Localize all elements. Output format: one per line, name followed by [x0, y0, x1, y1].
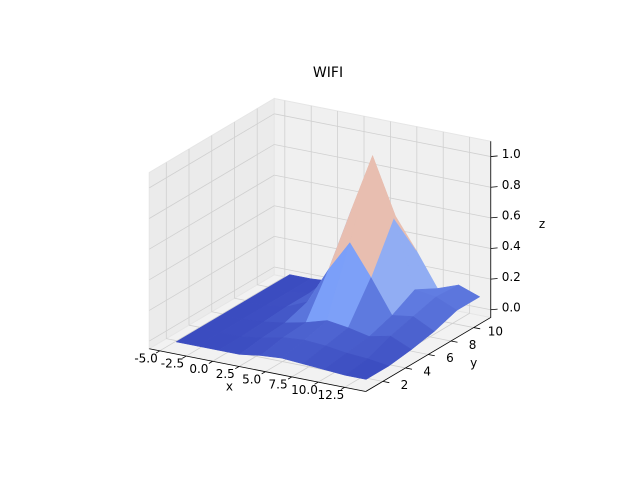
x-tick-label: 2.5	[216, 367, 235, 381]
axis-label: z	[539, 217, 545, 231]
x-tick-label: 0.0	[189, 362, 208, 376]
tick-mark	[208, 360, 213, 364]
x-tick-label: -2.5	[161, 357, 184, 371]
y-tick-label: 8	[469, 338, 477, 352]
x-tick-label: -5.0	[134, 351, 157, 365]
tick-mark	[314, 381, 319, 385]
tick-mark	[340, 386, 345, 390]
y-tick-label: 10	[488, 324, 503, 338]
y-tick-label: 2	[401, 378, 409, 392]
tick-mark	[428, 354, 435, 357]
tick-mark	[490, 247, 498, 249]
z-tick-label: 0.8	[502, 178, 521, 192]
tick-mark	[490, 216, 498, 219]
tick-mark	[450, 340, 458, 343]
grid-line	[149, 266, 275, 342]
tick-mark	[382, 381, 390, 384]
y-tick-label: 4	[423, 365, 431, 379]
tick-mark	[490, 308, 498, 311]
tick-mark	[287, 376, 293, 380]
grid-line	[149, 174, 275, 250]
axis-line	[149, 348, 366, 392]
axis-label: y	[470, 356, 477, 370]
grid-line	[149, 236, 275, 311]
z-tick-label: 0.6	[502, 208, 521, 222]
z-tick-label: 1.0	[502, 147, 521, 161]
z-tick-label: 0.2	[502, 270, 521, 284]
tick-mark	[490, 278, 498, 280]
surface-cell	[344, 358, 390, 380]
tick-mark	[235, 366, 240, 370]
y-tick-label: 6	[446, 351, 454, 365]
tick-mark	[490, 186, 498, 188]
tick-mark	[182, 355, 187, 359]
grid-line	[274, 144, 491, 188]
tick-mark	[473, 327, 481, 330]
z-tick-label: 0.0	[502, 300, 521, 314]
axis-label: x	[226, 379, 233, 393]
tick-mark	[405, 367, 413, 370]
grid-line	[149, 205, 275, 281]
grid-line	[149, 144, 275, 219]
x-tick-label: 7.5	[269, 378, 288, 392]
tick-mark	[490, 155, 498, 157]
x-tick-label: 12.5	[318, 388, 345, 402]
x-tick-label: 5.0	[242, 372, 261, 386]
chart-title: WIFI	[313, 65, 343, 81]
z-tick-label: 0.4	[502, 239, 521, 253]
tick-mark	[155, 350, 161, 354]
axis-line	[365, 317, 491, 392]
tick-mark	[261, 371, 266, 375]
x-tick-label: 10.0	[291, 383, 318, 397]
grid-line	[149, 113, 275, 189]
grid-line	[274, 113, 491, 157]
